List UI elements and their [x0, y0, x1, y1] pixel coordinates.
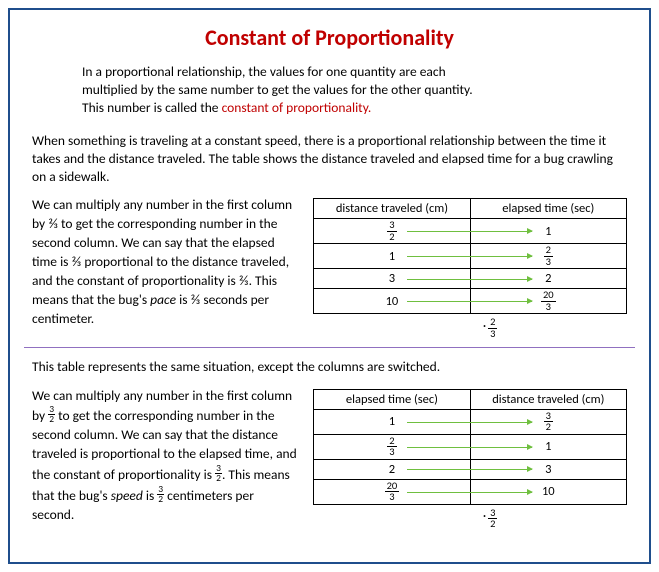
table-row: 123	[314, 244, 627, 269]
table-row: 32	[314, 269, 627, 289]
table-2-wrap: elapsed time (sec) distance traveled (cm…	[313, 387, 627, 530]
table-row: 132	[314, 409, 627, 434]
table-row: 23	[314, 459, 627, 479]
intro-line-2: multiplied by the same number to get the…	[82, 81, 473, 98]
table-row: 231	[314, 434, 627, 459]
table-row: 20310	[314, 479, 627, 504]
arrow-icon	[407, 231, 531, 232]
arrow-icon	[407, 447, 531, 448]
intro-redterm: constant of proportionality.	[222, 99, 372, 116]
table-cell: 1	[314, 409, 470, 434]
section-1-text: We can multiply any number in the first …	[32, 196, 299, 328]
intro-paragraph: In a proportional relationship, the valu…	[82, 63, 589, 118]
section-divider	[24, 347, 635, 348]
t1-multiplier: ·23	[313, 317, 627, 339]
s2-em: speed	[111, 487, 143, 504]
document-frame: Constant of Proportionality In a proport…	[8, 8, 651, 564]
intro-line-1: In a proportional relationship, the valu…	[82, 63, 446, 80]
section-2: We can multiply any number in the first …	[32, 387, 627, 530]
page-title: Constant of Proportionality	[32, 24, 627, 51]
t1-h1: distance traveled (cm)	[314, 199, 470, 219]
table-cell: 203	[314, 479, 470, 504]
section-2-text: We can multiply any number in the first …	[32, 387, 299, 525]
t2-multiplier: ·32	[313, 508, 627, 530]
table-cell: 3	[314, 269, 470, 289]
arrow-icon	[407, 422, 531, 423]
arrow-icon	[407, 492, 531, 493]
s1-em: pace	[150, 291, 176, 308]
midline-paragraph: This table represents the same situation…	[32, 358, 627, 376]
arrow-icon	[407, 301, 531, 302]
table-1-wrap: distance traveled (cm) elapsed time (sec…	[313, 196, 627, 339]
table-cell: 32	[314, 219, 470, 244]
table-row: 10203	[314, 289, 627, 314]
context-paragraph: When something is traveling at a constan…	[32, 132, 627, 187]
arrow-icon	[407, 256, 531, 257]
t1-h2: elapsed time (sec)	[470, 199, 626, 219]
table-1: distance traveled (cm) elapsed time (sec…	[313, 198, 627, 314]
arrow-icon	[407, 469, 531, 470]
arrow-icon	[407, 279, 531, 280]
table-2: elapsed time (sec) distance traveled (cm…	[313, 389, 627, 505]
t2-h1: elapsed time (sec)	[314, 389, 470, 409]
section-1: We can multiply any number in the first …	[32, 196, 627, 339]
table-cell: 2	[314, 459, 470, 479]
table-cell: 1	[314, 244, 470, 269]
table-cell: 10	[314, 289, 470, 314]
table-cell: 23	[314, 434, 470, 459]
s2-post2: is	[143, 487, 157, 504]
t2-h2: distance traveled (cm)	[470, 389, 626, 409]
table-row: 321	[314, 219, 627, 244]
intro-line-3: This number is called the	[82, 99, 222, 116]
